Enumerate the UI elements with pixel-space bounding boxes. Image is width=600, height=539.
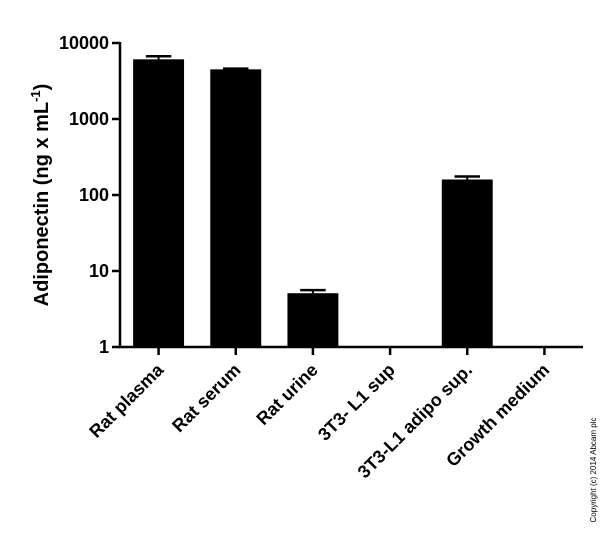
bar xyxy=(287,293,339,347)
y-tick-label: 10000 xyxy=(59,33,109,53)
copyright: Copyright (c) 2014 Abcam plc xyxy=(589,418,598,523)
y-axis-label-suffix: ) xyxy=(31,84,53,91)
y-axis-label-superscript: -1 xyxy=(28,90,43,102)
y-axis-label: Adiponectin (ng x mL-1) xyxy=(28,84,53,307)
x-tick-label: Rat plasma xyxy=(85,359,168,442)
x-tick-label: Rat urine xyxy=(252,360,321,429)
y-tick-label: 10 xyxy=(89,261,109,281)
y-axis-label-text: Adiponectin (ng x mL xyxy=(31,102,53,306)
bar xyxy=(441,179,493,347)
bar xyxy=(133,59,185,347)
y-tick-label: 1000 xyxy=(69,109,109,129)
bar xyxy=(210,69,262,348)
x-tick-label: Rat serum xyxy=(168,360,244,436)
y-tick-label: 100 xyxy=(79,185,109,205)
y-tick-label: 1 xyxy=(99,337,109,357)
x-tick-label: 3T3- L1 sup xyxy=(314,360,399,445)
